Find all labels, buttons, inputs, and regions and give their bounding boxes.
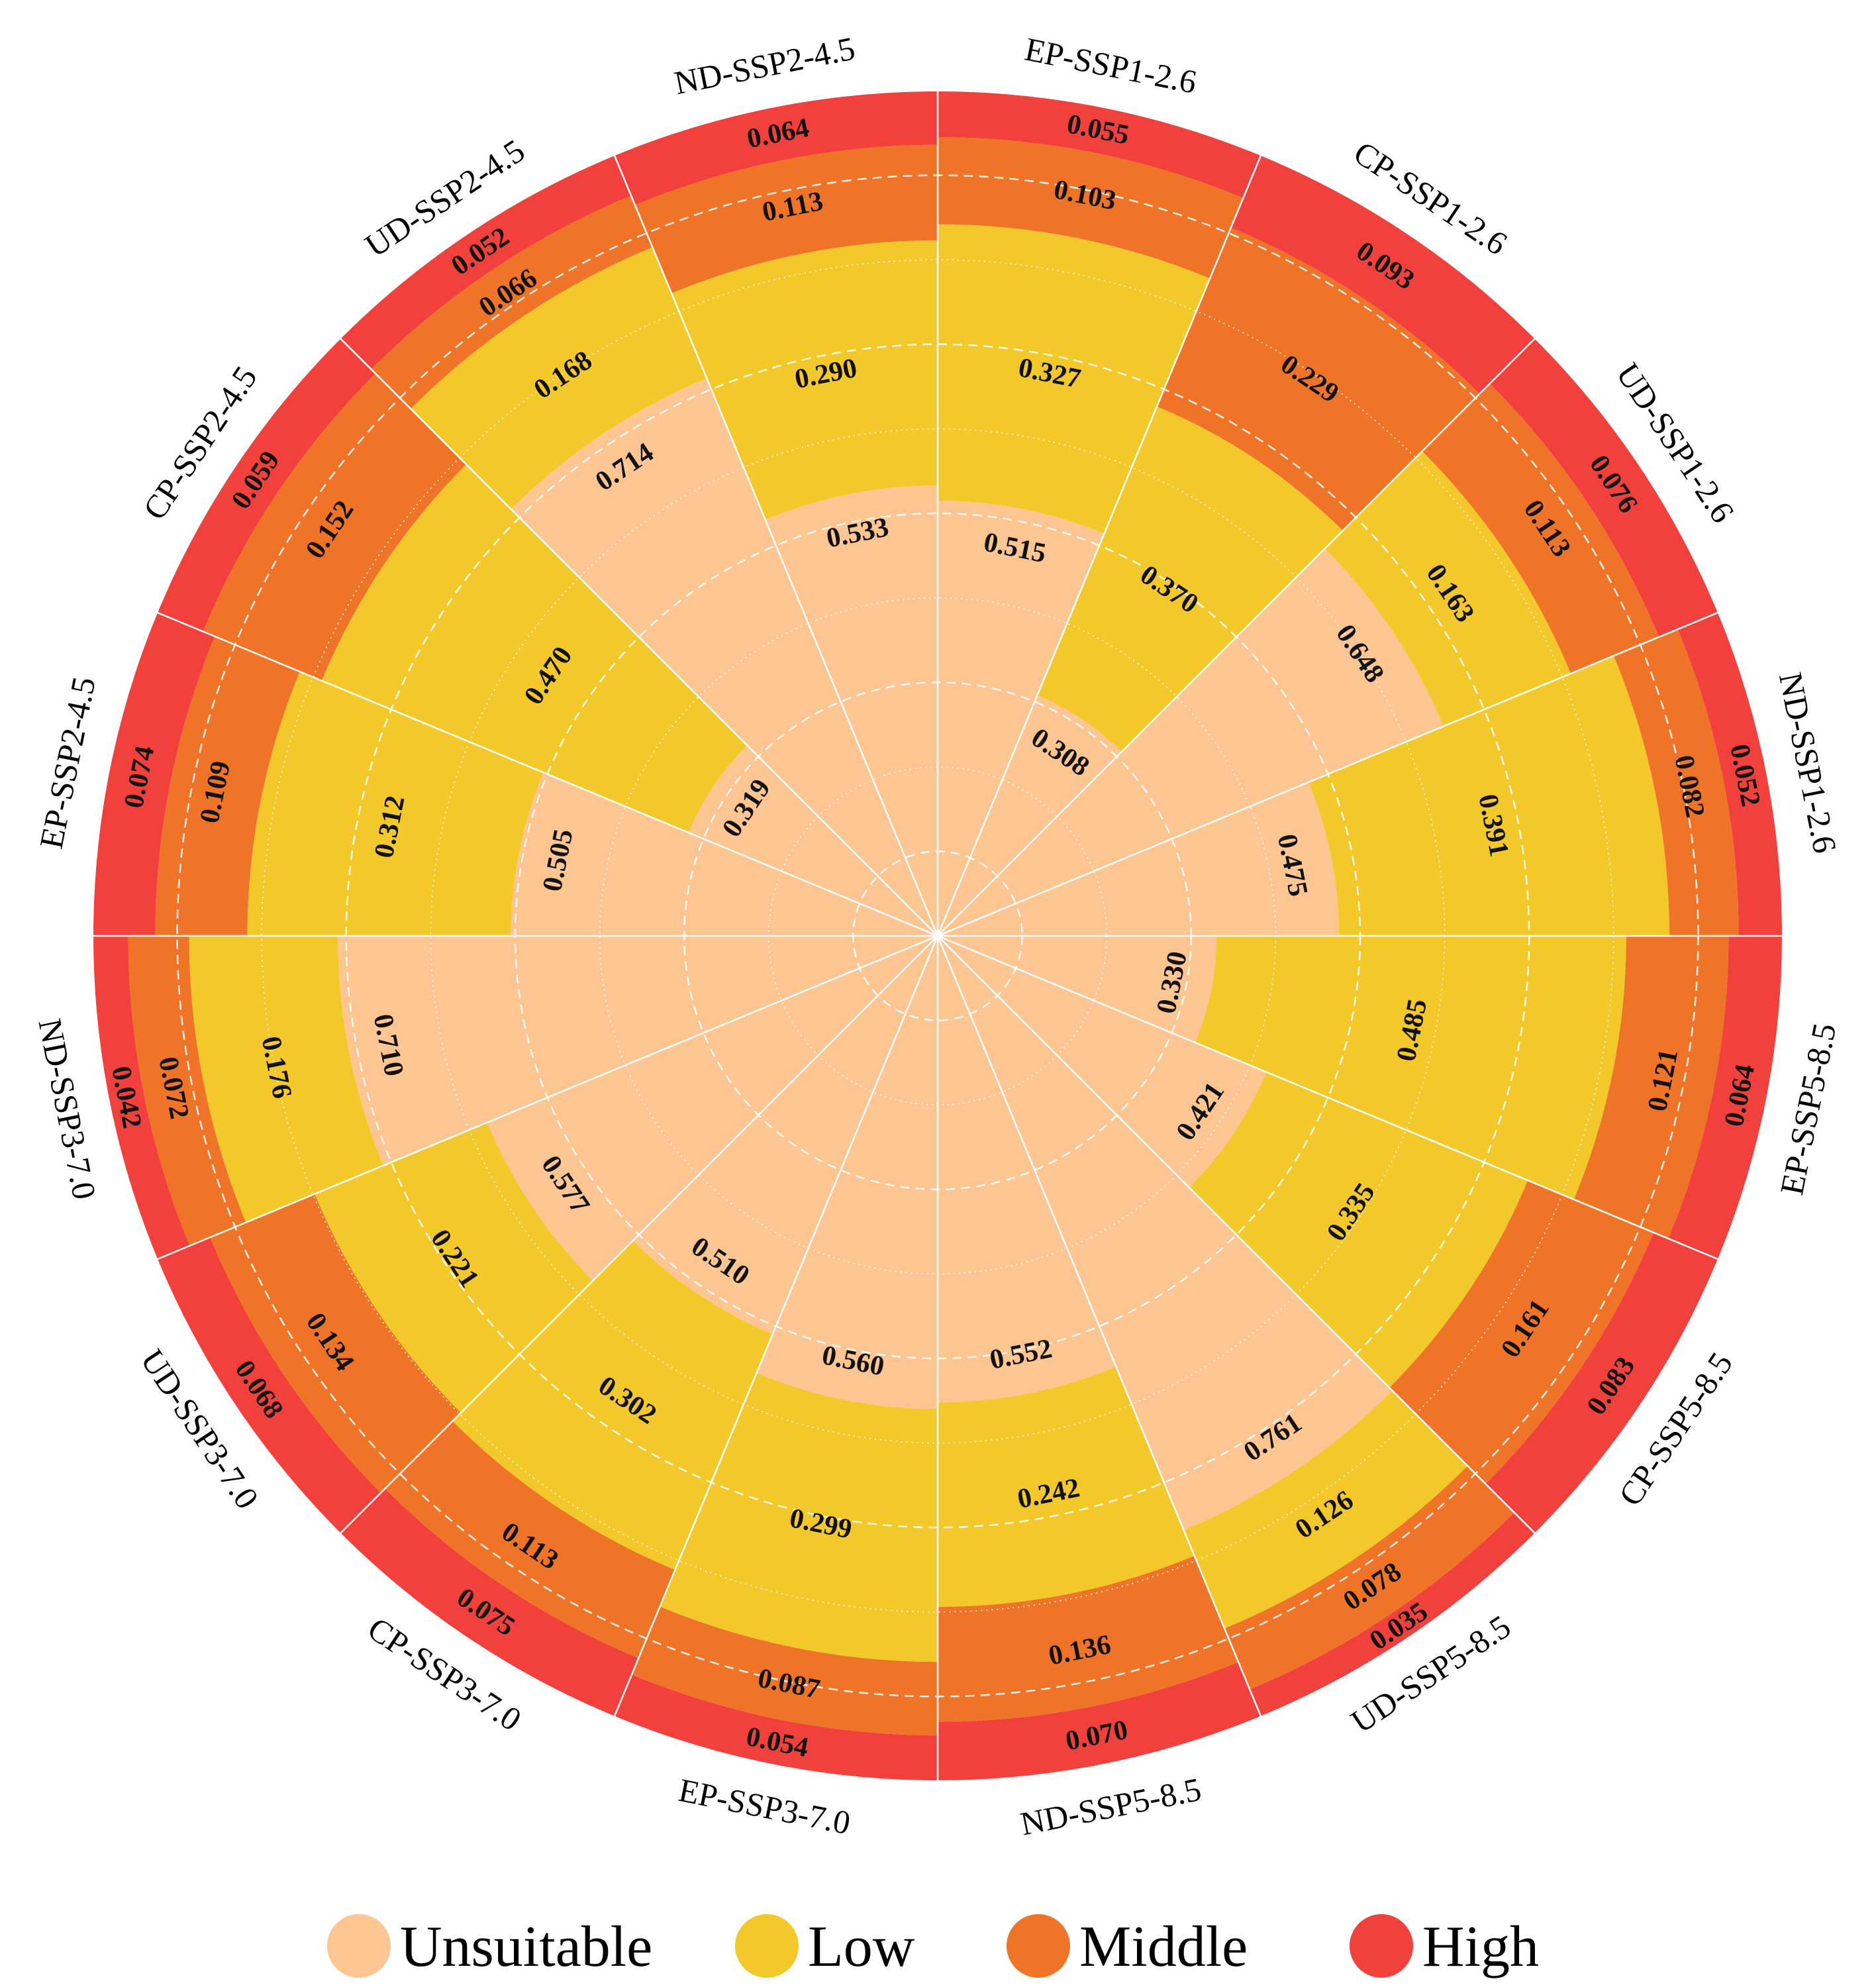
segment-middle-7	[938, 1556, 1239, 1722]
segment-high-5	[1485, 1232, 1718, 1534]
segment-low-3	[1308, 656, 1670, 936]
category-label-7: ND-SSP5-8.5	[1017, 1770, 1204, 1843]
legend-label-middle: Middle	[1079, 1915, 1248, 1979]
legend-item-middle[interactable]: Middle	[1007, 1914, 1248, 1979]
chart-segments	[93, 91, 1783, 1781]
segment-high-2	[1489, 338, 1718, 637]
segment-high-7	[938, 1662, 1261, 1781]
category-label-15: ND-SSP2-4.5	[671, 29, 858, 101]
sector-divider-6	[937, 935, 1536, 1535]
sector-divider-2	[937, 337, 1536, 937]
sector-divider-15	[613, 154, 939, 937]
segment-middle-0	[938, 137, 1244, 279]
segment-high-3	[1677, 612, 1783, 936]
segment-high-6	[1250, 1512, 1536, 1717]
segment-low-4	[1195, 936, 1626, 1199]
segment-low-2	[1324, 451, 1571, 727]
segment-middle-1	[1157, 227, 1480, 531]
segment-middle-11	[128, 936, 246, 1246]
segment-low-7	[938, 1366, 1195, 1607]
segment-middle-10	[210, 1194, 461, 1493]
segment-middle-4	[1573, 936, 1729, 1239]
segment-unsuitable-15	[765, 485, 938, 936]
legend-swatch-low	[735, 1914, 799, 1978]
legend-swatch-unsuitable	[327, 1914, 391, 1978]
legend-label-high: High	[1422, 1915, 1539, 1979]
segment-low-14	[411, 247, 707, 509]
sector-divider-14	[339, 337, 938, 937]
segment-middle-5	[1389, 1180, 1654, 1484]
segment-middle-6	[1224, 1466, 1514, 1690]
segment-middle-14	[371, 195, 653, 409]
segment-high-12	[93, 612, 215, 936]
legend-swatch-middle	[1007, 1914, 1070, 1978]
category-label-11: ND-SSP3-7.0	[31, 1015, 103, 1202]
segment-unsuitable-3	[938, 782, 1340, 936]
segment-low-11	[189, 936, 384, 1223]
segment-low-8	[660, 1373, 938, 1662]
legend-item-low[interactable]: Low	[735, 1914, 915, 1979]
segment-low-12	[247, 672, 544, 936]
segment-unsuitable-7	[938, 936, 1116, 1403]
segment-middle-13	[203, 373, 467, 681]
segment-unsuitable-11	[338, 936, 938, 1166]
category-label-3: ND-SSP1-2.6	[1772, 670, 1844, 856]
segment-low-15	[671, 240, 938, 520]
legend-swatch-high	[1350, 1914, 1413, 1978]
legend-item-unsuitable[interactable]: Unsuitable	[327, 1914, 652, 1979]
segment-high-11	[93, 936, 190, 1260]
segment-unsuitable-2	[938, 548, 1444, 936]
sector-divider-7	[936, 935, 1262, 1717]
segment-unsuitable-1	[938, 695, 1122, 936]
legend-label-unsuitable: Unsuitable	[400, 1915, 652, 1979]
category-label-12: EP-SSP2-4.5	[32, 674, 103, 851]
segment-low-13	[321, 464, 748, 833]
category-label-0: EP-SSP1-2.6	[1022, 30, 1199, 101]
segment-unsuitable-13	[688, 745, 938, 936]
segment-high-15	[614, 91, 938, 205]
segment-middle-2	[1422, 383, 1659, 674]
sector-divider-11	[156, 935, 938, 1260]
category-label-4: EP-SSP5-8.5	[1773, 1020, 1843, 1197]
sector-divider-5	[937, 935, 1719, 1260]
segment-low-5	[1189, 1072, 1528, 1388]
sector-divider-13	[156, 611, 938, 937]
segment-high-4	[1668, 936, 1783, 1260]
segment-unsuitable-14	[511, 378, 938, 936]
segment-unsuitable-4	[938, 936, 1217, 1043]
category-label-8: EP-SSP3-7.0	[675, 1771, 853, 1841]
segment-low-6	[1183, 1390, 1468, 1629]
segment-high-8	[614, 1674, 938, 1781]
segment-high-9	[340, 1488, 639, 1717]
segment-high-1	[1230, 155, 1536, 394]
segment-low-9	[452, 1241, 773, 1570]
sector-divider-1	[936, 154, 1262, 937]
segment-low-1	[1037, 406, 1343, 752]
segment-high-14	[340, 155, 632, 370]
segment-high-13	[157, 338, 375, 632]
segment-middle-8	[632, 1606, 938, 1736]
segment-unsuitable-6	[938, 936, 1393, 1531]
segment-high-0	[938, 91, 1261, 198]
segment-unsuitable-12	[511, 772, 938, 936]
segment-unsuitable-0	[938, 500, 1105, 936]
segment-low-10	[315, 1122, 593, 1413]
legend-label-low: Low	[808, 1915, 915, 1979]
segment-middle-3	[1613, 629, 1739, 936]
segment-low-0	[938, 224, 1210, 534]
legend-item-high[interactable]: High	[1350, 1914, 1539, 1979]
segment-middle-15	[634, 144, 938, 293]
sector-divider-9	[613, 935, 939, 1717]
sector-divider-3	[937, 611, 1719, 937]
sector-divider-10	[339, 935, 938, 1535]
segment-unsuitable-9	[632, 936, 938, 1335]
segment-middle-12	[155, 636, 300, 936]
chart-dividers	[93, 91, 1783, 1781]
segment-high-10	[157, 1237, 381, 1534]
legend: Unsuitable Low Middle High	[327, 1914, 1539, 1979]
segment-middle-9	[385, 1421, 675, 1658]
segment-unsuitable-5	[938, 936, 1267, 1188]
segment-unsuitable-10	[487, 936, 938, 1281]
